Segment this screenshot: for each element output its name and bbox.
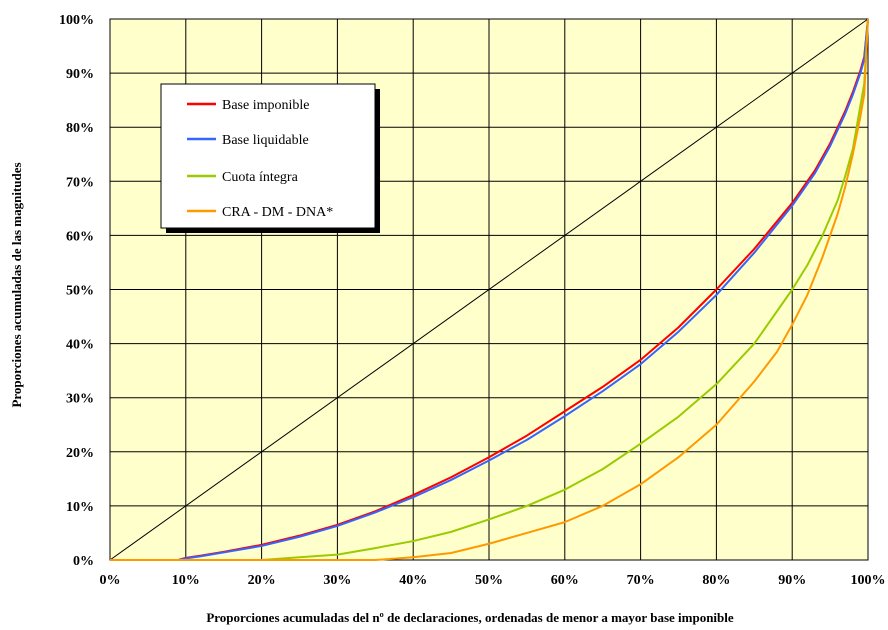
y-axis-title: Proporciones acumuladas de las magnitude… xyxy=(9,162,24,407)
y-tick-label: 40% xyxy=(66,338,94,353)
y-tick-label: 50% xyxy=(66,284,94,299)
x-tick-label: 80% xyxy=(702,573,730,588)
series-lines xyxy=(109,18,869,561)
legend-label-1: Base liquidable xyxy=(222,133,309,148)
y-tick-label: 90% xyxy=(66,67,94,82)
x-tick-label: 10% xyxy=(172,573,200,588)
y-tick-labels: 0% 10% 20% 30% 40% 50% 60% 70% 80% 90% 100% xyxy=(59,13,94,569)
y-tick-label: 10% xyxy=(66,500,94,515)
x-axis-title: Proporciones acumuladas del nº de declar… xyxy=(206,610,734,625)
x-tick-label: 90% xyxy=(778,573,806,588)
x-tick-label: 30% xyxy=(323,573,351,588)
x-tick-label: 100% xyxy=(851,573,886,588)
y-tick-label: 0% xyxy=(73,554,94,569)
x-tick-label: 20% xyxy=(248,573,276,588)
y-tick-label: 100% xyxy=(59,13,94,28)
legend-box xyxy=(160,83,376,229)
y-tick-label: 70% xyxy=(66,175,94,190)
x-tick-label: 50% xyxy=(475,573,503,588)
series-line-3 xyxy=(110,18,869,561)
x-tick-labels: 0% 10% 20% 30% 40% 50% 60% 70% 80% 90% 100% xyxy=(100,573,886,588)
y-tick-label: 60% xyxy=(66,229,94,244)
plot-border xyxy=(109,18,869,561)
legend-label-2: Cuota íntegra xyxy=(222,170,299,185)
series-line-2 xyxy=(110,18,869,561)
y-tick-label: 80% xyxy=(66,121,94,136)
series-line-1 xyxy=(110,18,869,561)
x-tick-label: 70% xyxy=(627,573,655,588)
legend-label-3: CRA - DM - DNA* xyxy=(222,205,333,220)
equality-line xyxy=(109,18,869,561)
y-tick-label: 20% xyxy=(66,446,94,461)
x-tick-label: 60% xyxy=(551,573,579,588)
y-tick-label: 30% xyxy=(66,392,94,407)
x-tick-label: 40% xyxy=(399,573,427,588)
legend-label-0: Base imponible xyxy=(222,98,310,113)
legend: Base imponible Base liquidable Cuota ínteg… xyxy=(160,83,380,233)
x-tick-label: 0% xyxy=(100,573,121,588)
